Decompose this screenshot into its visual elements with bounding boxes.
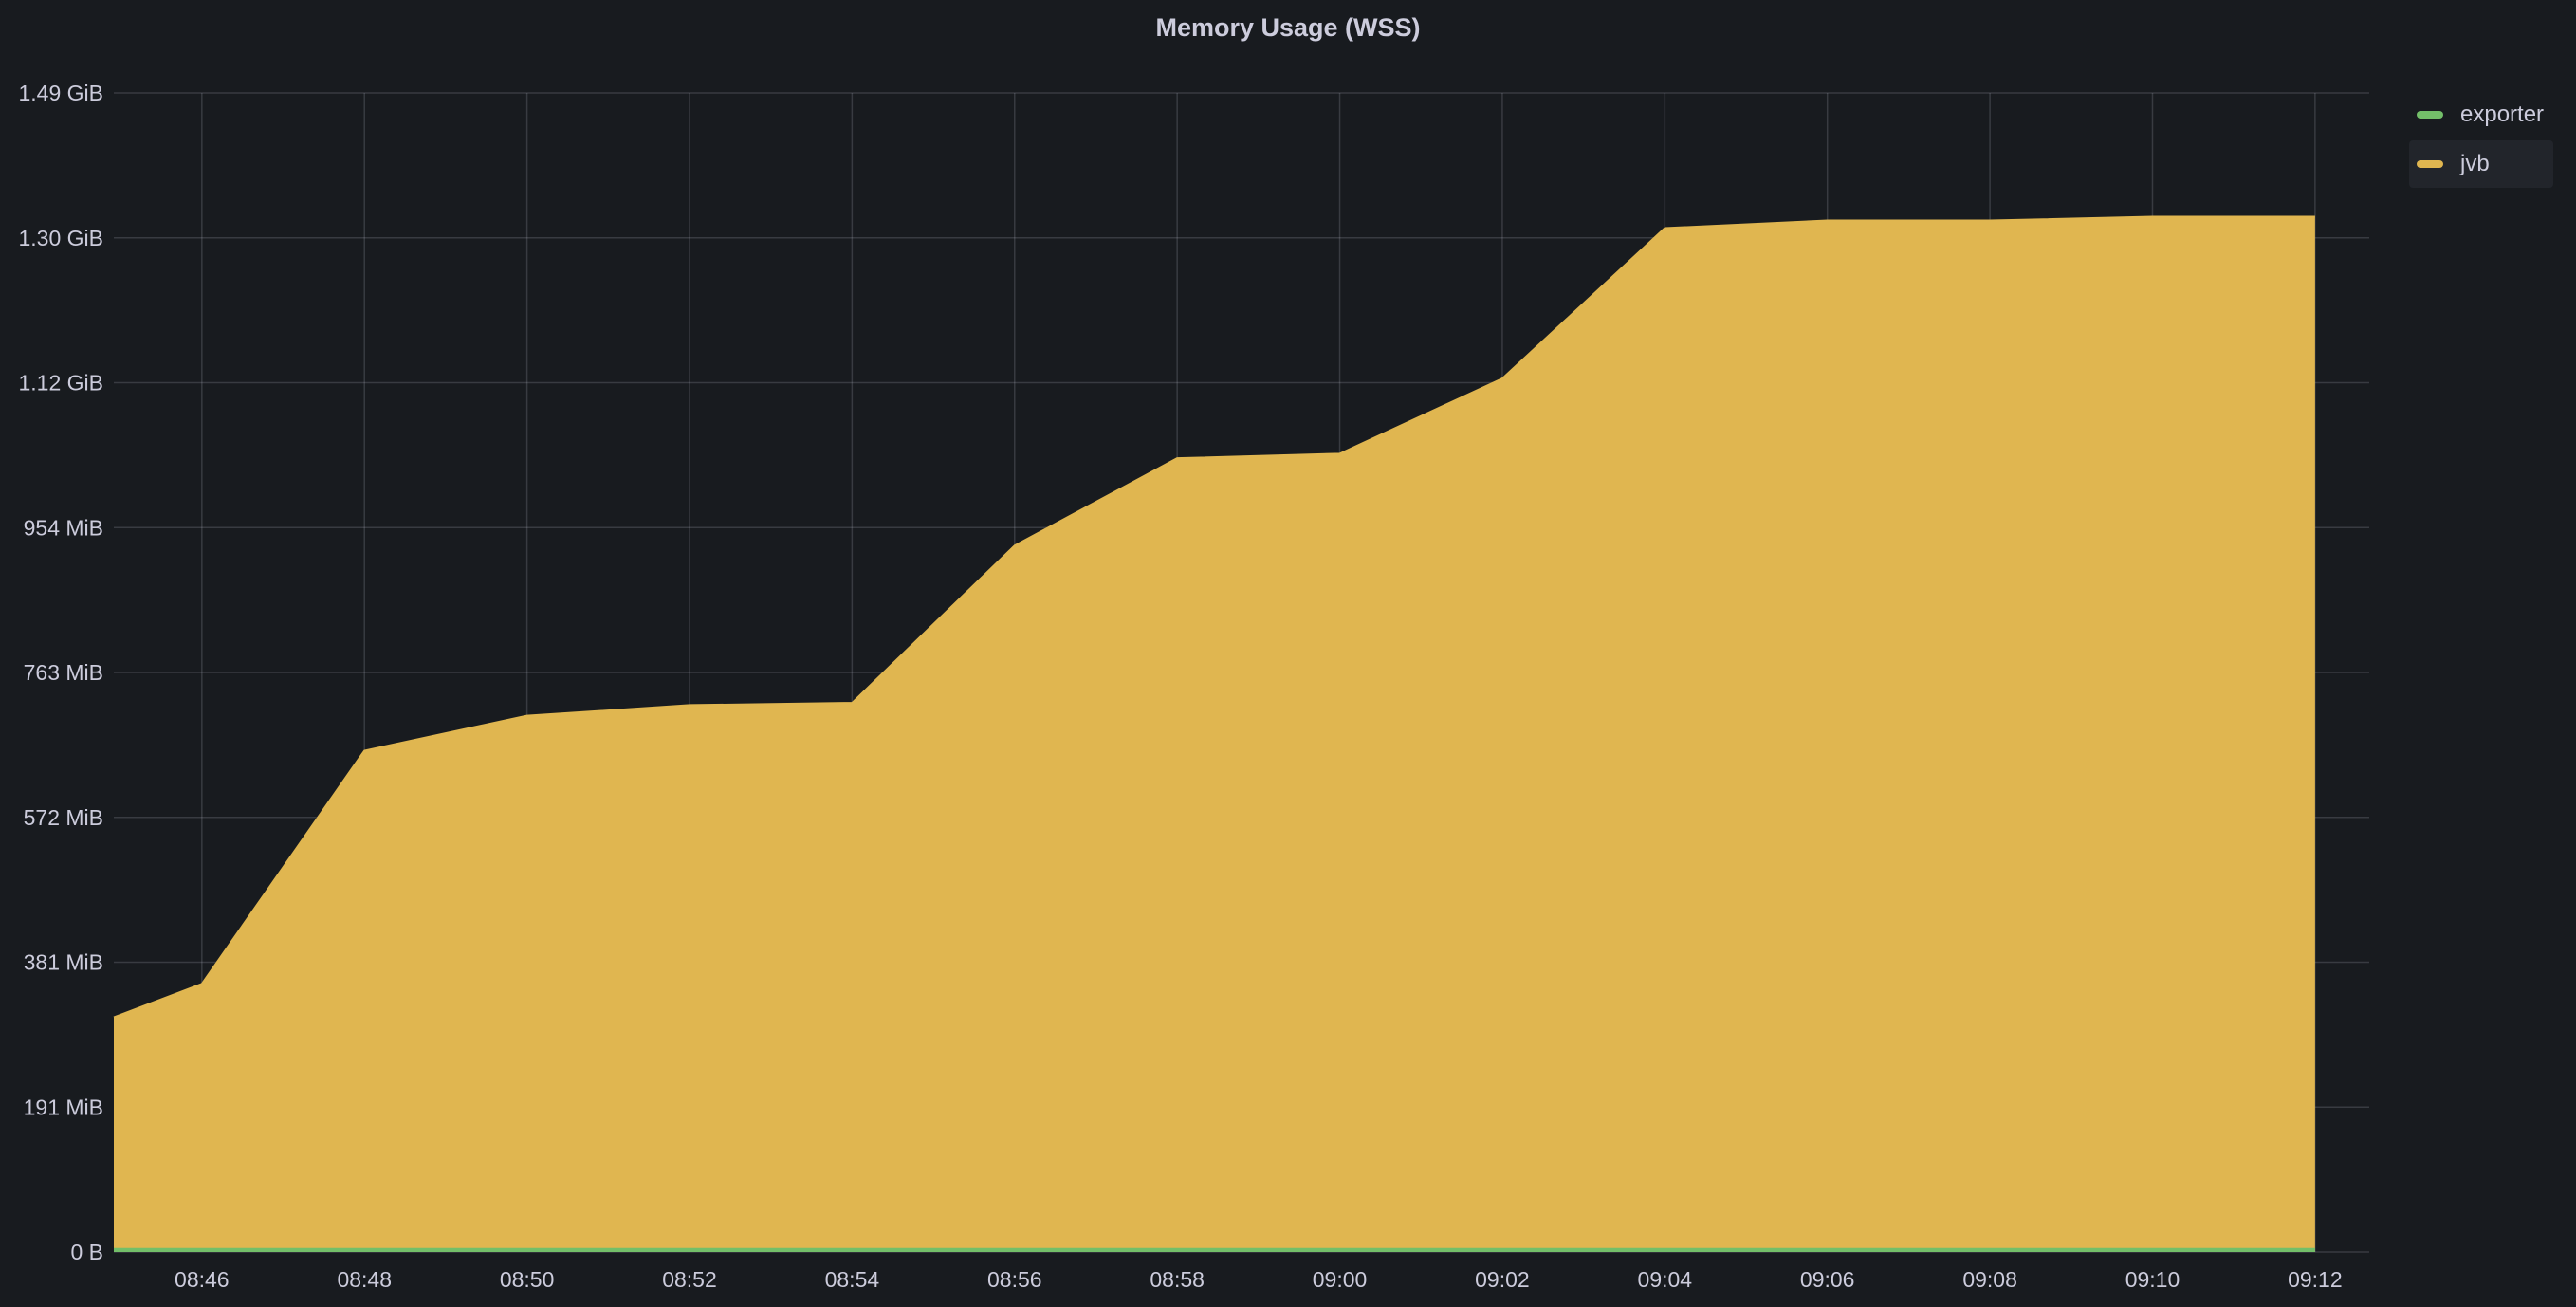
legend: exporter jvb bbox=[2409, 91, 2553, 190]
x-tick-label: 08:48 bbox=[337, 1267, 392, 1292]
legend-label: exporter bbox=[2460, 101, 2545, 127]
legend-swatch-jvb bbox=[2417, 160, 2443, 168]
x-tick-label: 08:56 bbox=[987, 1267, 1042, 1292]
x-tick-label: 09:10 bbox=[2125, 1267, 2180, 1292]
series-layer bbox=[113, 215, 2315, 1252]
legend-item-exporter[interactable]: exporter bbox=[2409, 91, 2553, 138]
x-tick-label: 08:52 bbox=[662, 1267, 717, 1292]
x-tick-label: 09:04 bbox=[1638, 1267, 1693, 1292]
y-tick-label: 572 MiB bbox=[24, 805, 103, 830]
y-tick-label: 954 MiB bbox=[24, 515, 103, 540]
x-tick-label: 08:50 bbox=[500, 1267, 555, 1292]
y-tick-label: 1.49 GiB bbox=[19, 81, 104, 105]
y-tick-label: 1.30 GiB bbox=[19, 226, 104, 250]
x-tick-label: 08:46 bbox=[175, 1267, 230, 1292]
y-tick-label: 1.12 GiB bbox=[19, 371, 104, 396]
y-tick-label: 763 MiB bbox=[24, 660, 103, 685]
x-tick-label: 09:12 bbox=[2288, 1267, 2343, 1292]
legend-item-jvb[interactable]: jvb bbox=[2409, 140, 2553, 188]
y-tick-label: 381 MiB bbox=[24, 950, 103, 975]
y-tick-label: 191 MiB bbox=[24, 1095, 103, 1119]
x-tick-label: 09:08 bbox=[1962, 1267, 2017, 1292]
x-tick-label: 09:00 bbox=[1313, 1267, 1368, 1292]
panel-title: Memory Usage (WSS) bbox=[1155, 13, 1421, 42]
area-jvb bbox=[114, 216, 2315, 1252]
y-tick-label: 0 B bbox=[70, 1240, 103, 1264]
x-tick-label: 08:54 bbox=[825, 1267, 880, 1292]
legend-swatch-exporter bbox=[2417, 111, 2443, 119]
x-tick-label: 09:06 bbox=[1800, 1267, 1855, 1292]
legend-label: jvb bbox=[2460, 151, 2490, 176]
axes: 0 B 191 MiB 381 MiB 572 MiB 763 MiB 954 MiB 1.… bbox=[19, 81, 2343, 1292]
x-tick-label: 08:58 bbox=[1150, 1267, 1205, 1292]
x-tick-label: 09:02 bbox=[1475, 1267, 1530, 1292]
